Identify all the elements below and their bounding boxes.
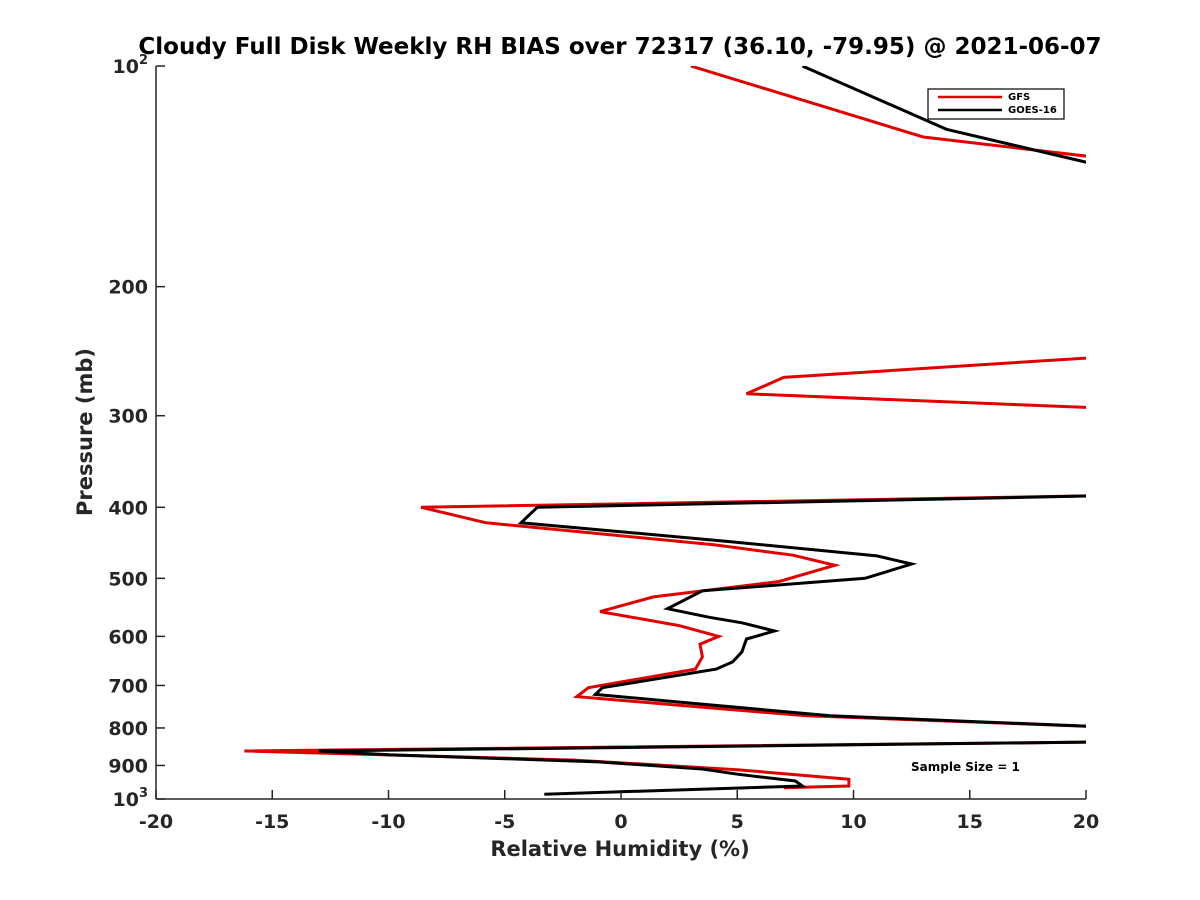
y-tick-label: 400 bbox=[108, 497, 148, 519]
y-tick-label: 102 bbox=[113, 53, 149, 78]
sample-size-annotation: Sample Size = 1 bbox=[911, 760, 1020, 774]
x-tick-label: 10 bbox=[840, 811, 866, 833]
x-tick-label: 15 bbox=[957, 811, 983, 833]
y-tick-label: 800 bbox=[108, 718, 148, 740]
y-tick-label: 700 bbox=[108, 675, 148, 697]
y-ticks: 102 200 300 400 500 600 700 800 900 103 bbox=[108, 53, 165, 811]
chart-title: Cloudy Full Disk Weekly RH BIAS over 723… bbox=[138, 34, 1101, 60]
legend-label-gfs: GFS bbox=[1008, 92, 1030, 103]
x-tick-label: -10 bbox=[371, 811, 405, 833]
x-tick-label: 20 bbox=[1073, 811, 1099, 833]
series-layer bbox=[244, 66, 1086, 796]
x-tick-label: -5 bbox=[494, 811, 515, 833]
x-ticks: -20 -15 -10 -5 0 5 10 15 20 bbox=[139, 790, 1099, 833]
y-tick-label: 300 bbox=[108, 406, 148, 428]
y-tick-label: 900 bbox=[108, 755, 148, 777]
legend-label-goes16: GOES-16 bbox=[1008, 105, 1057, 116]
legend: GFS GOES-16 bbox=[927, 88, 1065, 120]
series-line-goes16 bbox=[318, 66, 1086, 796]
x-tick-label: 5 bbox=[731, 811, 744, 833]
x-tick-label: -15 bbox=[255, 811, 289, 833]
plot-area bbox=[156, 66, 1086, 799]
y-tick-label: 600 bbox=[108, 626, 148, 648]
x-tick-label: 0 bbox=[614, 811, 627, 833]
y-tick-label: 103 bbox=[113, 786, 149, 811]
x-tick-label: -20 bbox=[139, 811, 173, 833]
y-axis-label: Pressure (mb) bbox=[73, 348, 97, 516]
legend-box bbox=[927, 88, 1065, 120]
y-tick-label: 500 bbox=[108, 568, 148, 590]
y-tick-label: 200 bbox=[108, 277, 148, 299]
x-axis-label: Relative Humidity (%) bbox=[490, 837, 749, 861]
